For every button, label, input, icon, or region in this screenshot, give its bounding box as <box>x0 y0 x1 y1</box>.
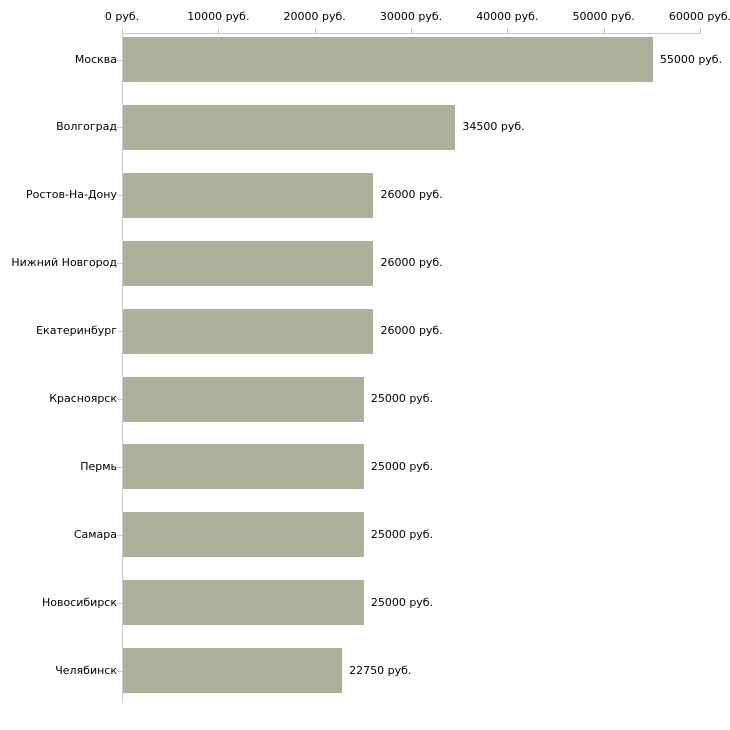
category-label: Челябинск <box>55 663 117 677</box>
category-tick-mark <box>117 399 122 400</box>
x-axis-tick-mark <box>218 28 220 33</box>
category-label: Новосибирск <box>41 595 117 609</box>
category-label: Волгоград <box>56 120 117 134</box>
y-axis-line <box>122 33 123 703</box>
value-label: 22750 руб. <box>349 663 412 677</box>
value-label: 26000 руб. <box>380 324 443 338</box>
category-label: Москва <box>74 52 117 66</box>
x-axis-line <box>122 33 701 34</box>
category-tick-mark <box>117 263 122 265</box>
value-label: 25000 руб. <box>370 527 434 541</box>
bar <box>123 308 374 354</box>
category-label: Ростов-На-Дону <box>25 188 117 202</box>
bar <box>123 580 364 626</box>
category-tick-mark <box>117 670 122 672</box>
bar <box>123 376 364 422</box>
bar <box>123 444 364 490</box>
category-tick-mark <box>117 195 122 197</box>
x-axis-tick-mark <box>603 28 605 33</box>
x-axis-tick-mark <box>507 28 509 33</box>
category-label: Пермь <box>80 459 117 473</box>
x-axis-tick-label: 60000 руб. <box>668 10 730 23</box>
bar <box>123 512 364 558</box>
bar <box>123 648 343 694</box>
category-tick-mark <box>117 534 122 536</box>
category-tick-mark <box>117 127 122 129</box>
x-axis-tick-label: 50000 руб. <box>572 10 635 23</box>
category-label: Екатеринбург <box>36 324 117 338</box>
x-axis-tick-label: 10000 руб. <box>187 10 250 23</box>
bar <box>123 172 374 218</box>
value-label: 55000 руб. <box>659 52 723 66</box>
value-label: 26000 руб. <box>380 256 443 270</box>
bar <box>123 104 456 150</box>
x-axis-tick-label: 0 руб. <box>104 10 140 23</box>
category-label: Красноярск <box>49 392 117 405</box>
category-label: Самара <box>73 527 117 541</box>
bar <box>123 37 653 82</box>
category-label: Нижний Новгород <box>11 256 117 270</box>
value-label: 25000 руб. <box>370 392 434 405</box>
x-axis-tick-label: 20000 руб. <box>283 10 346 23</box>
x-axis-tick-label: 40000 руб. <box>476 10 539 23</box>
value-label: 26000 руб. <box>380 188 443 202</box>
bar <box>123 240 374 286</box>
x-axis-tick-mark <box>122 28 123 33</box>
category-tick-mark <box>117 602 122 604</box>
category-tick-mark <box>117 331 122 333</box>
x-axis-tick-mark <box>314 28 316 33</box>
category-tick-mark <box>117 59 122 61</box>
x-axis-tick-label: 30000 руб. <box>379 10 443 23</box>
value-label: 34500 руб. <box>462 120 525 134</box>
category-tick-mark <box>117 466 122 468</box>
x-axis-tick-mark <box>700 28 701 33</box>
x-axis-tick-mark <box>411 28 412 33</box>
value-label: 25000 руб. <box>370 459 434 473</box>
value-label: 25000 руб. <box>370 595 434 609</box>
